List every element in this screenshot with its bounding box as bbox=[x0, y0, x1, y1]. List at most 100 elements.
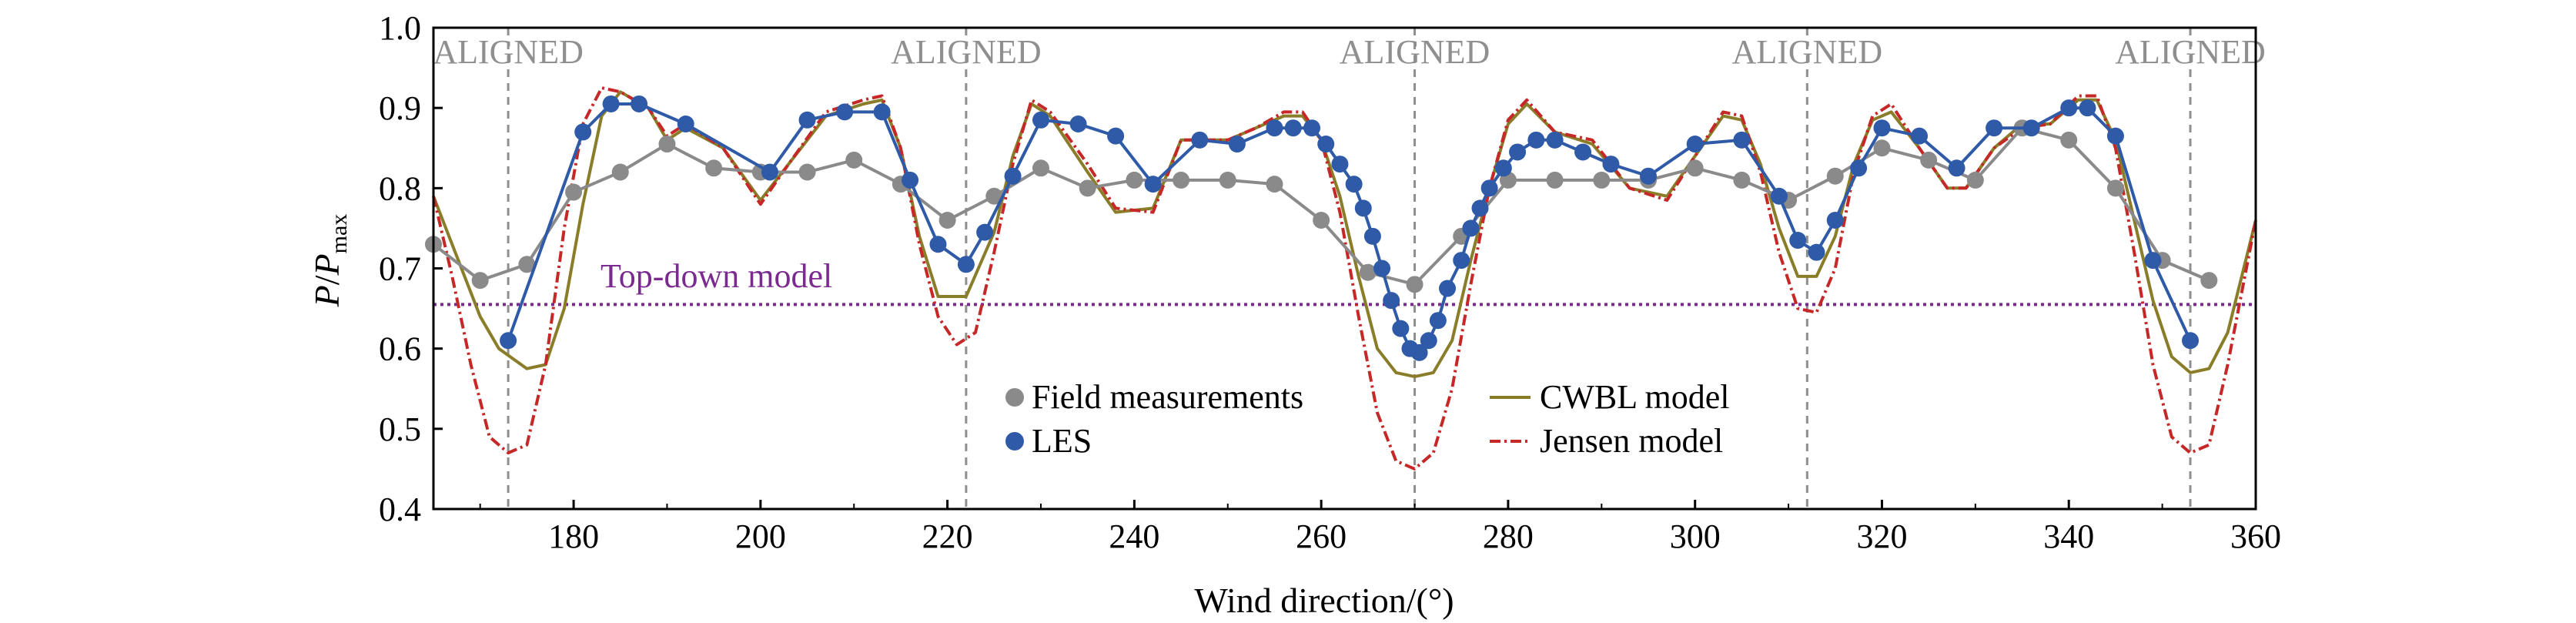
les-point-16 bbox=[1107, 127, 1125, 145]
field-point-35 bbox=[2060, 131, 2078, 149]
y-tick-label-5: 0.9 bbox=[379, 89, 421, 127]
les-point-35 bbox=[1439, 280, 1457, 297]
les-point-39 bbox=[1480, 179, 1498, 197]
x-tick-label-7: 320 bbox=[1856, 517, 1907, 555]
les-point-22 bbox=[1303, 119, 1321, 137]
les-point-10 bbox=[929, 236, 947, 253]
les-point-62 bbox=[2144, 252, 2162, 270]
y-tick-label-0: 0.4 bbox=[379, 491, 421, 528]
les-point-59 bbox=[2060, 99, 2078, 117]
x-tick-label-0: 180 bbox=[548, 517, 599, 555]
les-point-50 bbox=[1789, 232, 1807, 250]
les-point-43 bbox=[1546, 131, 1564, 149]
x-tick-label-8: 340 bbox=[2043, 517, 2094, 555]
y-tick-label-3: 0.7 bbox=[379, 250, 421, 288]
les-point-1 bbox=[574, 123, 592, 141]
les-point-29 bbox=[1383, 292, 1400, 310]
y-axis-title-sub: max bbox=[326, 214, 352, 254]
series-layer bbox=[425, 86, 2257, 471]
field-point-33 bbox=[1966, 171, 1984, 189]
field-point-27 bbox=[1686, 159, 1704, 177]
les-point-11 bbox=[957, 256, 975, 273]
les-point-44 bbox=[1574, 143, 1592, 161]
aligned-label-2: ALIGNED bbox=[1340, 33, 1490, 71]
x-axis-title: Wind direction/(°) bbox=[1194, 581, 1454, 620]
aligned-label-1: ALIGNED bbox=[891, 33, 1042, 71]
les-point-2 bbox=[602, 95, 620, 112]
les-point-30 bbox=[1392, 320, 1410, 337]
aligned-label-4: ALIGNED bbox=[2115, 33, 2266, 71]
les-point-25 bbox=[1345, 176, 1363, 193]
les-point-27 bbox=[1363, 227, 1381, 245]
aligned-lines-layer: ALIGNED ALIGNED ALIGNED ALIGNED ALIGNED bbox=[433, 28, 2266, 509]
y-axis-title-slash: / bbox=[307, 275, 346, 285]
field-point-14 bbox=[1079, 179, 1096, 197]
les-point-41 bbox=[1509, 143, 1527, 161]
les-point-24 bbox=[1331, 156, 1349, 173]
les-point-56 bbox=[1948, 159, 1965, 177]
x-tick-label-9: 360 bbox=[2230, 517, 2281, 555]
x-tick-label-2: 220 bbox=[922, 517, 973, 555]
y-axis-title-p-denom: P bbox=[307, 253, 346, 276]
legend-cwbl-label: CWBL model bbox=[1540, 378, 1729, 416]
les-point-52 bbox=[1826, 212, 1844, 229]
series-les-line bbox=[507, 102, 2192, 355]
les-point-15 bbox=[1069, 116, 1087, 132]
y-tick-label-4: 0.8 bbox=[379, 169, 421, 207]
les-point-19 bbox=[1228, 136, 1246, 153]
les-point-48 bbox=[1733, 131, 1751, 149]
x-tick-label-6: 300 bbox=[1670, 517, 1721, 555]
field-point-17 bbox=[1219, 171, 1236, 189]
les-point-34 bbox=[1429, 312, 1447, 330]
les-point-45 bbox=[1602, 156, 1620, 173]
field-point-4 bbox=[611, 163, 629, 181]
les-point-5 bbox=[761, 163, 778, 181]
top-down-label: Top-down model bbox=[601, 257, 832, 295]
les-point-8 bbox=[873, 103, 891, 121]
field-point-5 bbox=[658, 136, 676, 153]
field-point-13 bbox=[1032, 159, 1049, 177]
les-point-38 bbox=[1471, 199, 1489, 217]
field-point-32 bbox=[1920, 151, 1938, 169]
les-point-46 bbox=[1640, 167, 1657, 185]
les-point-6 bbox=[798, 111, 816, 129]
les-point-51 bbox=[1808, 243, 1825, 261]
les-point-14 bbox=[1032, 111, 1049, 129]
field-point-30 bbox=[1826, 167, 1844, 185]
field-point-1 bbox=[471, 272, 489, 290]
x-tick-label-4: 260 bbox=[1296, 517, 1347, 555]
field-point-28 bbox=[1733, 171, 1751, 189]
les-point-23 bbox=[1317, 136, 1335, 153]
les-point-32 bbox=[1410, 343, 1428, 361]
aligned-label-3: ALIGNED bbox=[1732, 33, 1883, 71]
les-point-3 bbox=[631, 95, 648, 112]
les-point-60 bbox=[2079, 99, 2096, 117]
les-point-54 bbox=[1873, 119, 1891, 137]
field-point-21 bbox=[1406, 276, 1423, 293]
legend-jensen-label: Jensen model bbox=[1540, 422, 1723, 460]
les-point-58 bbox=[2022, 119, 2040, 137]
les-point-33 bbox=[1420, 332, 1437, 350]
les-point-42 bbox=[1527, 131, 1545, 149]
les-point-18 bbox=[1191, 131, 1209, 149]
les-point-53 bbox=[1850, 159, 1868, 177]
les-point-61 bbox=[2106, 127, 2124, 145]
les-point-13 bbox=[1004, 167, 1022, 185]
legend: Field measurements LES CWBL model Jensen… bbox=[1005, 378, 1729, 460]
x-tick-label-5: 280 bbox=[1483, 517, 1534, 555]
les-point-0 bbox=[500, 332, 517, 350]
field-point-15 bbox=[1126, 171, 1143, 189]
les-point-36 bbox=[1453, 252, 1470, 270]
les-point-26 bbox=[1354, 199, 1372, 217]
field-point-2 bbox=[518, 256, 536, 273]
y-tick-label-6: 1.0 bbox=[379, 9, 421, 47]
legend-les-label: LES bbox=[1032, 422, 1092, 460]
field-point-31 bbox=[1873, 139, 1891, 157]
les-point-21 bbox=[1284, 119, 1302, 137]
les-point-4 bbox=[677, 116, 694, 132]
aligned-label-0: ALIGNED bbox=[433, 33, 584, 71]
field-point-25 bbox=[1593, 171, 1611, 189]
legend-les-marker bbox=[1005, 432, 1024, 451]
les-point-47 bbox=[1686, 136, 1704, 153]
